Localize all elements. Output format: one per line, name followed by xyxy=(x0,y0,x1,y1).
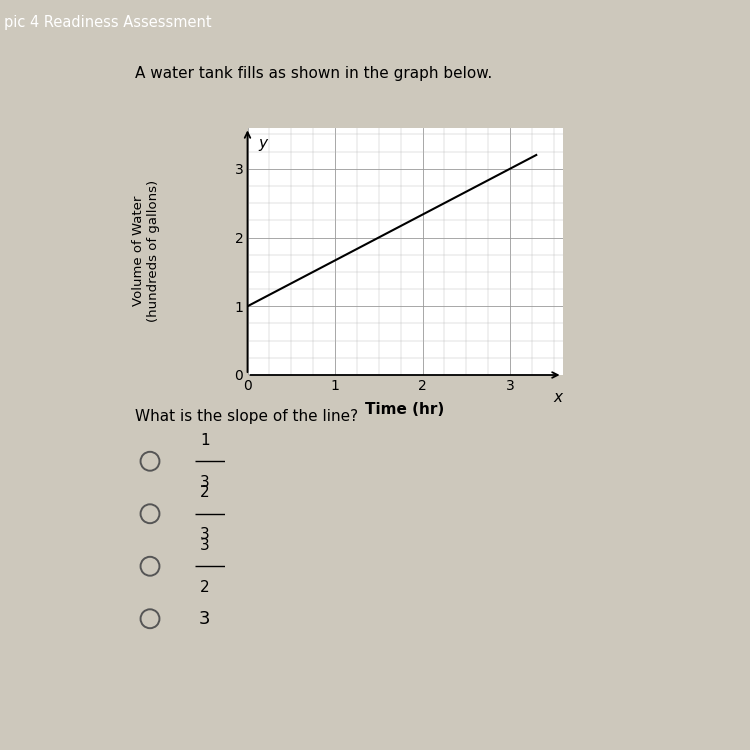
Text: 3: 3 xyxy=(200,475,210,490)
Text: What is the slope of the line?: What is the slope of the line? xyxy=(135,409,358,424)
Text: 3: 3 xyxy=(200,538,210,553)
Text: 3: 3 xyxy=(200,527,210,542)
Text: 3: 3 xyxy=(199,610,210,628)
Text: 2: 2 xyxy=(200,580,209,595)
Text: 2: 2 xyxy=(200,485,209,500)
Text: pic 4 Readiness Assessment: pic 4 Readiness Assessment xyxy=(4,15,211,30)
Text: x: x xyxy=(554,390,562,405)
Text: Volume of Water
(hundreds of gallons): Volume of Water (hundreds of gallons) xyxy=(132,180,160,322)
Text: A water tank fills as shown in the graph below.: A water tank fills as shown in the graph… xyxy=(135,66,492,81)
Text: y: y xyxy=(258,136,267,151)
Text: 1: 1 xyxy=(200,433,209,448)
X-axis label: Time (hr): Time (hr) xyxy=(365,401,445,416)
